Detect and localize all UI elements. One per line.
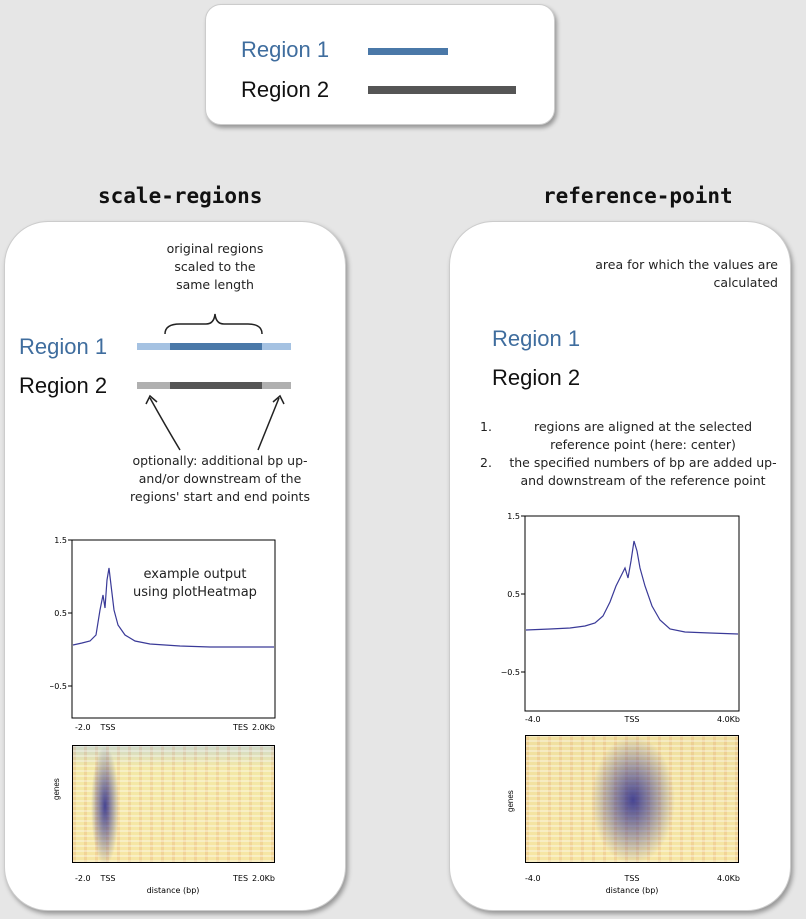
scale-region2-flank-left bbox=[137, 382, 170, 389]
ref-heatmap-xlabel: distance (bp) bbox=[606, 886, 659, 895]
ref-region2-label: Region 2 bbox=[492, 365, 581, 390]
scale-regions-title: scale-regions bbox=[98, 184, 263, 208]
ref-profile-ytick: 1.5 bbox=[507, 512, 520, 521]
ref-steps: 1. regions are aligned at the selected r… bbox=[480, 418, 780, 490]
scale-heatmap-xtick: -2.0 bbox=[75, 874, 91, 883]
scale-region1-core bbox=[170, 343, 262, 350]
ref-profile-xtick: -4.0 bbox=[525, 715, 541, 724]
legend-region2-label: Region 2 bbox=[241, 77, 330, 102]
legend-region1-label: Region 1 bbox=[241, 37, 330, 62]
scale-profile-line bbox=[72, 567, 274, 648]
ref-heatmap-xtick: -4.0 bbox=[525, 874, 541, 883]
scale-region1-flank-left bbox=[137, 343, 170, 350]
ref-heatmap bbox=[525, 735, 739, 863]
ref-profile-plot: 1.5 0.5 −0.5 -4.0 TSS 4.0Kb bbox=[501, 512, 740, 724]
ref-region1-label: Region 1 bbox=[492, 326, 581, 351]
scale-region2-label: Region 2 bbox=[19, 373, 108, 398]
scale-profile-xtick: -2.0 bbox=[75, 723, 91, 732]
scale-profile-ytick: 0.5 bbox=[54, 609, 67, 618]
scale-annotation-top: original regions scaled to the same leng… bbox=[166, 241, 264, 292]
scale-profile-ytick: −0.5 bbox=[50, 682, 67, 691]
ref-profile-ytick: 0.5 bbox=[507, 590, 520, 599]
ref-annotation-top: area for which the values are calculated bbox=[595, 257, 778, 290]
scale-profile-xtick: TES bbox=[232, 723, 248, 732]
curly-brace-icon bbox=[164, 313, 263, 335]
scale-example-note: example output using plotHeatmap bbox=[133, 567, 257, 600]
legend-box: Region 1 Region 2 bbox=[205, 4, 555, 125]
ref-heatmap-axis: -4.0 TSS 4.0Kb distance (bp) bbox=[525, 874, 740, 895]
scale-annotation-bottom: optionally: additional bp up- and/or dow… bbox=[130, 453, 310, 504]
scale-heatmap-xtick: TES bbox=[232, 874, 248, 883]
ref-heatmap-xtick: TSS bbox=[623, 874, 639, 883]
ref-step-2: 2. the specified numbers of bp are added… bbox=[480, 455, 777, 488]
ref-profile-line bbox=[525, 540, 739, 635]
scale-profile-plot: 1.5 0.5 −0.5 -2.0 TSS TES 2.0Kb bbox=[50, 536, 276, 732]
arrow-left-icon bbox=[149, 397, 181, 451]
legend-region1-line bbox=[368, 48, 448, 55]
scale-region2-core bbox=[170, 382, 262, 389]
scale-profile-xtick: 2.0Kb bbox=[252, 723, 275, 732]
scale-heatmap-xtick: TSS bbox=[99, 874, 115, 883]
ref-profile-ytick: −0.5 bbox=[501, 668, 520, 677]
ref-heatmap-xtick: 4.0Kb bbox=[717, 874, 740, 883]
scale-profile-ytick: 1.5 bbox=[54, 536, 67, 545]
scale-region1-label: Region 1 bbox=[19, 334, 108, 359]
ref-profile-xtick: TSS bbox=[623, 715, 639, 724]
scale-heatmap bbox=[72, 745, 275, 863]
ref-heatmap-ylabel: genes bbox=[506, 790, 515, 812]
legend-region2-line bbox=[368, 86, 516, 94]
ref-step-1: 1. regions are aligned at the selected r… bbox=[480, 419, 753, 452]
scale-heatmap-ylabel: genes bbox=[52, 778, 61, 800]
scale-heatmap-xtick: 2.0Kb bbox=[252, 874, 275, 883]
scale-heatmap-axis: -2.0 TSS TES 2.0Kb distance (bp) bbox=[75, 874, 275, 895]
arrow-right-icon bbox=[257, 397, 280, 451]
scale-region1-flank-right bbox=[262, 343, 291, 350]
scale-profile-xtick: TSS bbox=[99, 723, 115, 732]
scale-region2-flank-right bbox=[262, 382, 291, 389]
ref-profile-xtick: 4.0Kb bbox=[717, 715, 740, 724]
reference-point-title: reference-point bbox=[543, 184, 733, 208]
scale-heatmap-xlabel: distance (bp) bbox=[147, 886, 200, 895]
